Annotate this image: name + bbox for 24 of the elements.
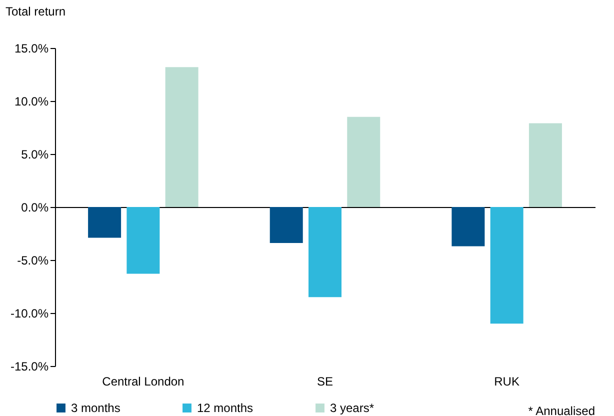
y-tick-label: 15.0% — [14, 42, 49, 56]
y-tick-label: -5.0% — [17, 254, 49, 268]
y-tick-label: 0.0% — [21, 200, 49, 214]
bar — [347, 116, 380, 207]
x-tick-label: RUK — [494, 374, 520, 388]
y-tick-label: 5.0% — [21, 148, 49, 162]
bar — [308, 207, 342, 298]
bar — [528, 123, 562, 207]
legend-label: 3 years* — [330, 401, 374, 415]
legend-label: 3 months — [71, 401, 120, 415]
bar — [126, 207, 160, 274]
y-tick-label: 10.0% — [14, 94, 49, 108]
bar — [88, 207, 122, 238]
legend-label: 12 months — [197, 401, 254, 415]
x-tick-label: Central London — [102, 374, 184, 388]
bar — [490, 207, 524, 324]
y-tick-label: -10.0% — [10, 306, 49, 320]
bar — [452, 207, 485, 246]
x-tick-label: SE — [316, 374, 334, 388]
bar — [270, 207, 303, 244]
bar — [165, 67, 198, 207]
y-axis-title: Total return — [6, 4, 66, 18]
text: * Annualised — [528, 404, 595, 416]
y-tick-label: -15.0% — [10, 360, 49, 374]
